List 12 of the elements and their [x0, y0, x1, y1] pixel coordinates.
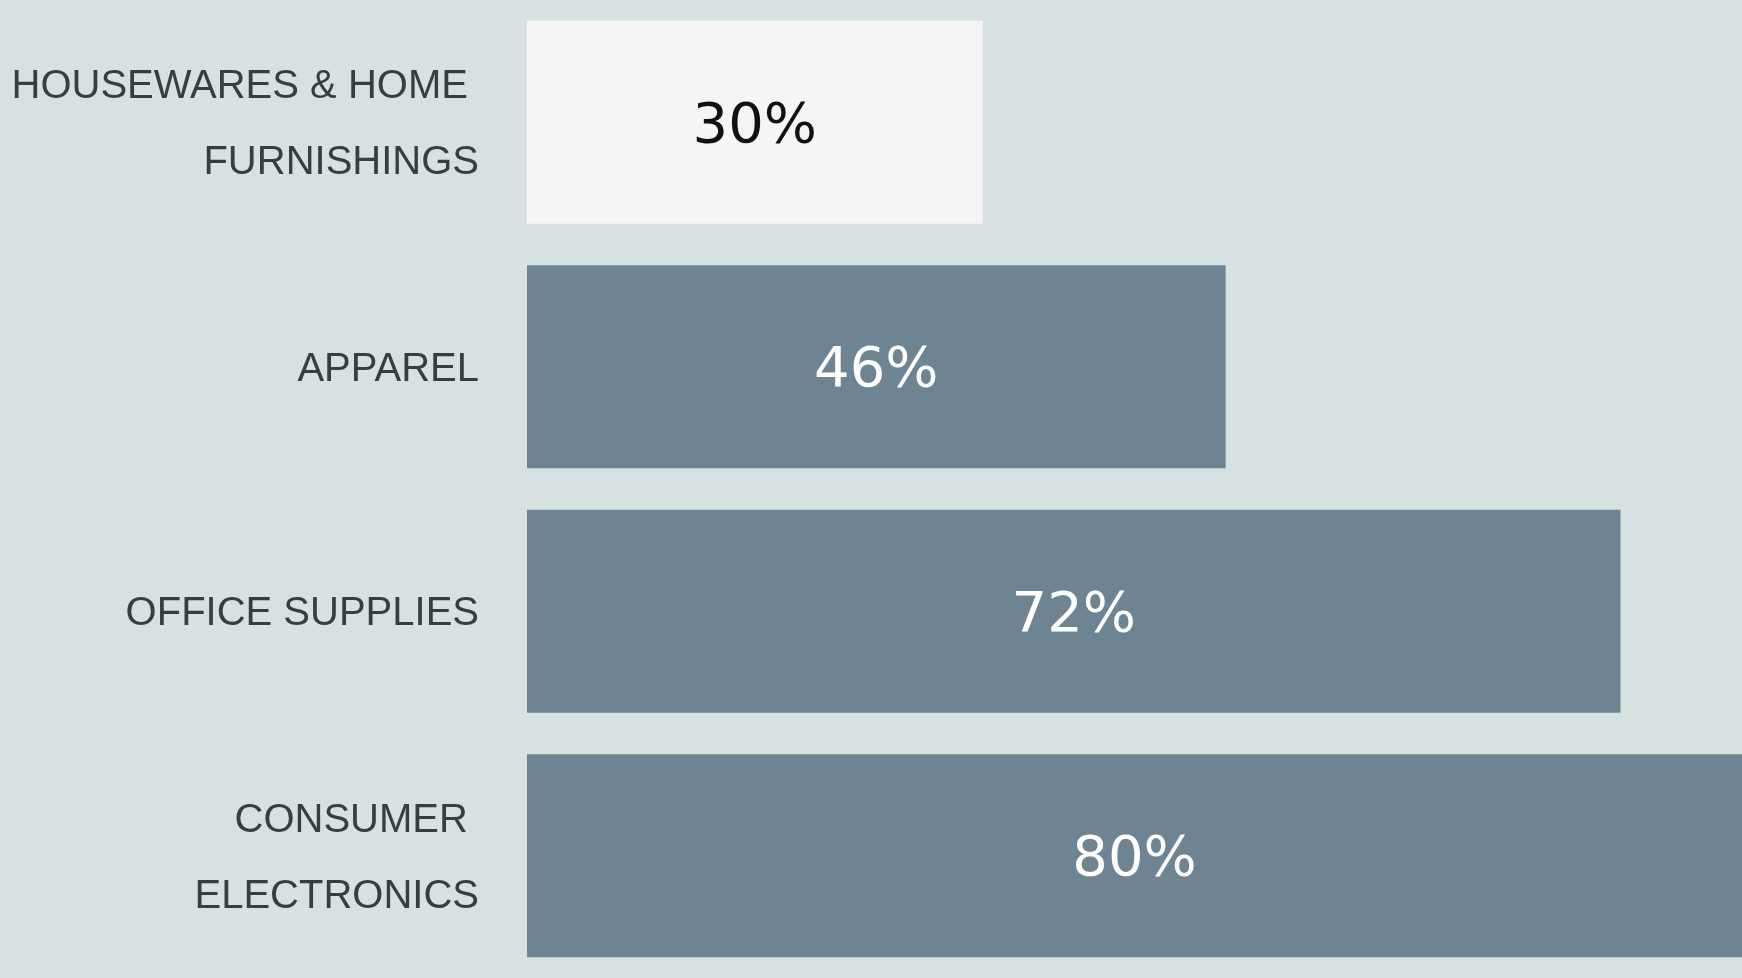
- data-label: 46%: [814, 334, 939, 400]
- bar: [527, 754, 1742, 958]
- y-tick-label: CONSUMER ELECTRONICS: [194, 795, 479, 916]
- y-tick-label: OFFICE SUPPLIES: [125, 589, 479, 634]
- y-tick-label: APPAREL: [297, 344, 479, 389]
- bar: [527, 265, 1226, 469]
- data-label: 80%: [1072, 823, 1197, 889]
- data-label: 30%: [692, 89, 818, 155]
- y-tick-label: HOUSEWARES & HOME FURNISHINGS: [11, 62, 479, 183]
- bar: [527, 509, 1621, 713]
- data-label: 72%: [1011, 578, 1136, 644]
- bar: [527, 20, 983, 224]
